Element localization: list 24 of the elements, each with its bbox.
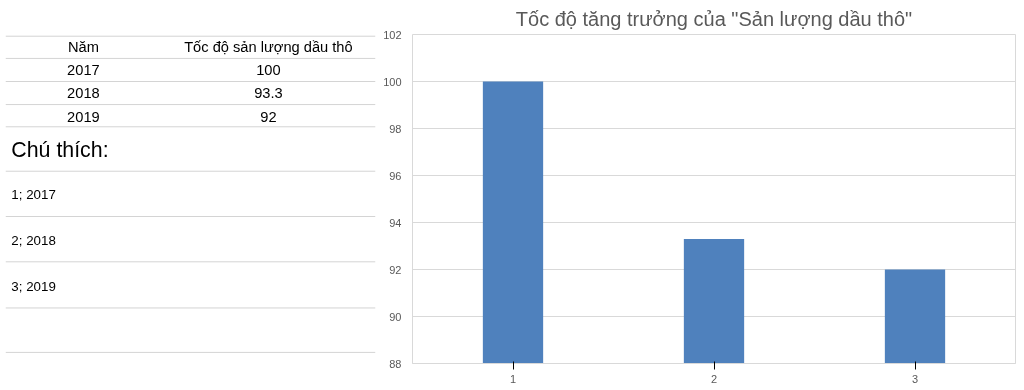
text: Tốc độ sản lượng dầu thô (184, 39, 353, 56)
y-tick-label: 92 (389, 263, 402, 276)
y-tick-label: 90 (389, 310, 402, 323)
y-tick-label: 98 (389, 122, 402, 135)
text: 1; 2017 (11, 186, 56, 202)
text: 2019 (67, 108, 100, 125)
y-tick-label: 88 (389, 357, 402, 370)
y-tick-label: 94 (389, 216, 402, 229)
text: 92 (260, 108, 277, 125)
chart-title: Tốc độ tăng trưởng của "Sản lượng dầu thô" (515, 7, 913, 30)
text: Chú thích: (11, 137, 109, 162)
text: 3; 2019 (11, 279, 56, 295)
text: 2017 (67, 62, 100, 79)
y-tick-label: 96 (389, 169, 402, 182)
x-tick-label: 3 (911, 372, 919, 385)
text: 93.3 (254, 85, 283, 102)
text: Năm (67, 39, 99, 56)
text: 2; 2018 (11, 232, 56, 248)
x-tick-label: 2 (710, 372, 718, 385)
text: 2018 (67, 85, 100, 102)
y-tick-label: 100 (383, 75, 402, 88)
x-tick-label: 1 (509, 372, 517, 385)
text: 100 (256, 62, 281, 79)
y-tick-label: 102 (383, 28, 402, 41)
